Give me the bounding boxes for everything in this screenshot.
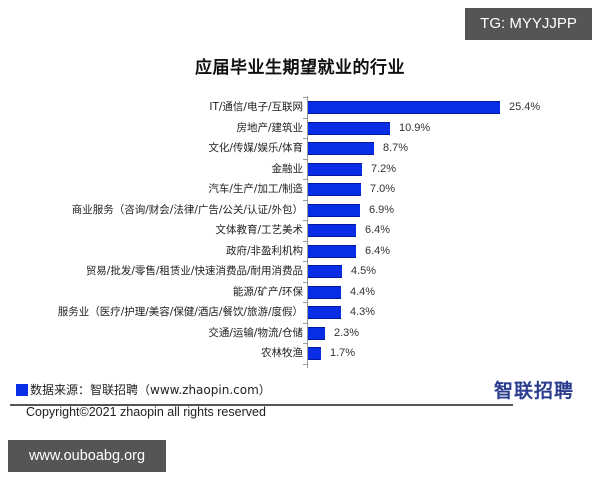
category-label: 汽车/生产/加工/制造 [208,183,303,195]
copyright-text: Copyright©2021 zhaopin all rights reserv… [26,405,266,419]
category-label: 房地产/建筑业 [236,121,303,134]
category-label: 服务业（医疗/护理/美容/保健/酒店/餐饮/旅游/度假） [57,306,303,318]
category-label: IT/通信/电子/互联网 [209,101,303,113]
bar-row: 服务业（医疗/护理/美容/保健/酒店/餐饮/旅游/度假） 4.3% [0,302,600,322]
bar-row: IT/通信/电子/互联网 25.4% [0,97,600,117]
bar [308,121,390,135]
axis-tick [303,363,307,365]
value-label: 6.9% [369,203,395,216]
legend-square-icon [16,384,28,396]
bar-row: 金融业 7.2% [0,159,600,179]
value-label: 4.5% [351,265,377,277]
axis-tick [303,261,307,262]
category-label: 商业服务（咨询/财会/法律/广告/公关/认证/外包） [71,203,303,216]
axis-tick [303,281,307,283]
axis-tick [303,220,307,221]
data-source-note: 数据来源：智联招聘（www.zhaopin.com） [16,381,271,399]
bar [308,326,325,340]
category-label: 能源/矿产/环保 [232,285,303,298]
footer-divider [10,404,513,406]
zhaopin-logo: 智联招聘 [494,380,575,402]
category-label: 农林牧渔 [261,347,303,359]
bar [308,306,341,319]
tg-watermark-badge: TG: MYYJJPP [465,8,592,40]
bar-row: 文化/传媒/娱乐/体育 8.7% [0,138,600,158]
value-label: 7.2% [371,162,397,175]
bar-row: 政府/非盈利机构 6.4% [0,241,600,261]
bar-row: 汽车/生产/加工/制造 7.0% [0,179,600,199]
bar-row: 农林牧渔 1.7% [0,343,600,363]
category-label: 文体教育/工艺美术 [215,224,303,236]
bar-row: 贸易/批发/零售/租赁业/快速消费品/耐用消费品 4.5% [0,261,600,281]
category-label: 文化/传媒/娱乐/体育 [208,142,303,154]
axis-tick [303,97,307,98]
category-label: 金融业 [271,162,304,175]
bar [308,101,500,114]
value-label: 4.3% [350,306,376,318]
bar [308,162,362,176]
chart-title: 应届毕业生期望就业的行业 [195,58,405,78]
value-label: 7.0% [370,183,396,195]
bar-row: 文体教育/工艺美术 6.4% [0,220,600,240]
bar-row: 能源/矿产/环保 4.4% [0,282,600,302]
bar-chart: IT/通信/电子/互联网 25.4% 房地产/建筑业 10.9% 文化/传媒/娱乐/体育… [0,96,600,366]
bar [308,244,356,258]
value-label: 25.4% [509,101,541,113]
bar [308,203,360,217]
bar-row: 交通/运输/物流/仓储 2.3% [0,323,600,343]
category-label: 政府/非盈利机构 [225,244,303,257]
axis-tick [303,138,307,139]
axis-tick [303,199,307,201]
category-label: 贸易/批发/零售/租赁业/快速消费品/耐用消费品 [85,265,303,277]
value-label: 8.7% [383,142,409,154]
bar [308,265,342,278]
axis-tick [303,179,307,180]
bar-row: 房地产/建筑业 10.9% [0,118,600,138]
y-axis-line [307,96,308,368]
category-label: 交通/运输/物流/仓储 [208,326,303,339]
axis-tick [303,322,307,324]
bar [308,347,321,360]
value-label: 10.9% [399,121,431,134]
axis-tick [303,158,307,160]
axis-tick [303,302,307,303]
data-source-text: 数据来源：智联招聘（www.zhaopin.com） [30,383,271,397]
bar [308,285,341,299]
value-label: 4.4% [350,285,376,298]
value-label: 6.4% [365,244,391,257]
axis-tick [303,117,307,119]
site-watermark-badge: www.ouboabg.org [8,440,166,472]
axis-tick [303,240,307,242]
bar [308,183,361,196]
bar [308,224,356,237]
value-label: 6.4% [365,224,391,236]
bar-row: 商业服务（咨询/财会/法律/广告/公关/认证/外包） 6.9% [0,200,600,220]
value-label: 1.7% [330,347,356,359]
value-label: 2.3% [334,326,360,339]
axis-tick [303,343,307,344]
bar [308,142,374,155]
